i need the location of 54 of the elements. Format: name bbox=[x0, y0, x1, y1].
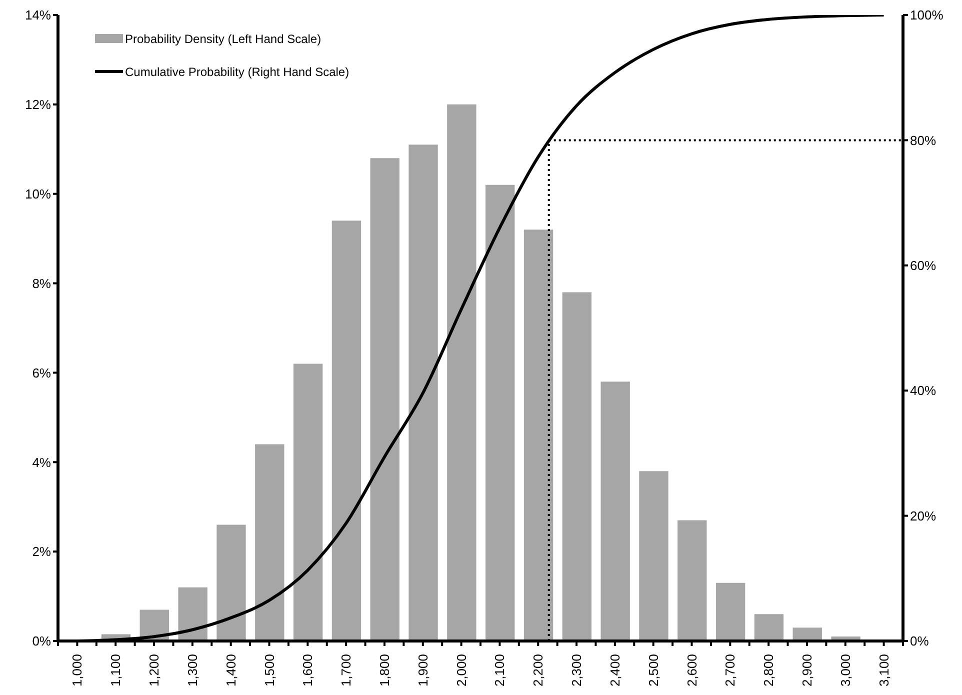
x-tick-label: 2,800 bbox=[761, 654, 776, 687]
bar bbox=[370, 158, 400, 641]
bar bbox=[293, 364, 323, 641]
y-tick-label: 10% bbox=[24, 186, 52, 202]
bar bbox=[486, 184, 515, 641]
y-tick-label: 8% bbox=[32, 276, 52, 291]
bar bbox=[562, 292, 592, 641]
y2-tick-label: 100% bbox=[910, 8, 944, 23]
x-tick-label: 1,800 bbox=[376, 654, 392, 687]
x-tick-label: 2,700 bbox=[722, 654, 738, 687]
x-tick-label: 1,200 bbox=[146, 654, 162, 687]
x-tick-label: 2,000 bbox=[454, 654, 469, 687]
y-tick-label: 2% bbox=[32, 544, 52, 560]
bar bbox=[524, 230, 554, 641]
legend-label: Probability Density (Left Hand Scale) bbox=[125, 32, 322, 46]
y-tick-label: 4% bbox=[32, 454, 52, 470]
x-tick-label: 2,200 bbox=[530, 654, 546, 687]
x-tick-label: 1,300 bbox=[184, 654, 200, 687]
bar bbox=[639, 471, 668, 641]
x-tick-label: 2,400 bbox=[607, 654, 622, 687]
bar bbox=[255, 444, 284, 641]
bar bbox=[332, 220, 362, 641]
y2-tick-label: 40% bbox=[910, 383, 936, 398]
x-tick-label: 1,100 bbox=[108, 654, 124, 687]
y-tick-label: 0% bbox=[32, 634, 52, 649]
bar bbox=[716, 582, 746, 641]
y2-tick-label: 60% bbox=[910, 258, 936, 274]
bar bbox=[447, 104, 476, 641]
x-tick-label: 2,900 bbox=[799, 654, 814, 687]
y-tick-label: 6% bbox=[32, 365, 52, 380]
bar bbox=[678, 520, 707, 641]
x-tick-label: 2,300 bbox=[569, 654, 584, 687]
bar bbox=[600, 382, 630, 641]
y2-tick-label: 80% bbox=[910, 132, 936, 148]
y-tick-label: 14% bbox=[24, 8, 52, 23]
bar bbox=[178, 587, 208, 641]
x-tick-label: 1,000 bbox=[70, 654, 85, 687]
legend-label: Cumulative Probability (Right Hand Scale) bbox=[125, 64, 350, 78]
y2-tick-label: 0% bbox=[910, 634, 930, 649]
x-tick-label: 1,400 bbox=[223, 654, 238, 687]
x-tick-label: 1,500 bbox=[262, 654, 277, 687]
x-tick-label: 2,500 bbox=[646, 654, 661, 687]
x-tick-label: 2,100 bbox=[492, 654, 508, 687]
x-tick-label: 1,900 bbox=[415, 654, 430, 687]
bar bbox=[754, 614, 784, 641]
bar bbox=[408, 144, 438, 641]
y2-tick-label: 20% bbox=[910, 508, 936, 524]
y-tick-label: 12% bbox=[24, 97, 52, 112]
x-tick-label: 1,600 bbox=[300, 654, 316, 687]
x-tick-label: 3,100 bbox=[876, 654, 892, 687]
x-tick-label: 3,000 bbox=[838, 654, 853, 687]
bar bbox=[216, 524, 246, 641]
x-tick-label: 2,600 bbox=[684, 654, 700, 687]
x-tick-label: 1,700 bbox=[338, 654, 354, 687]
